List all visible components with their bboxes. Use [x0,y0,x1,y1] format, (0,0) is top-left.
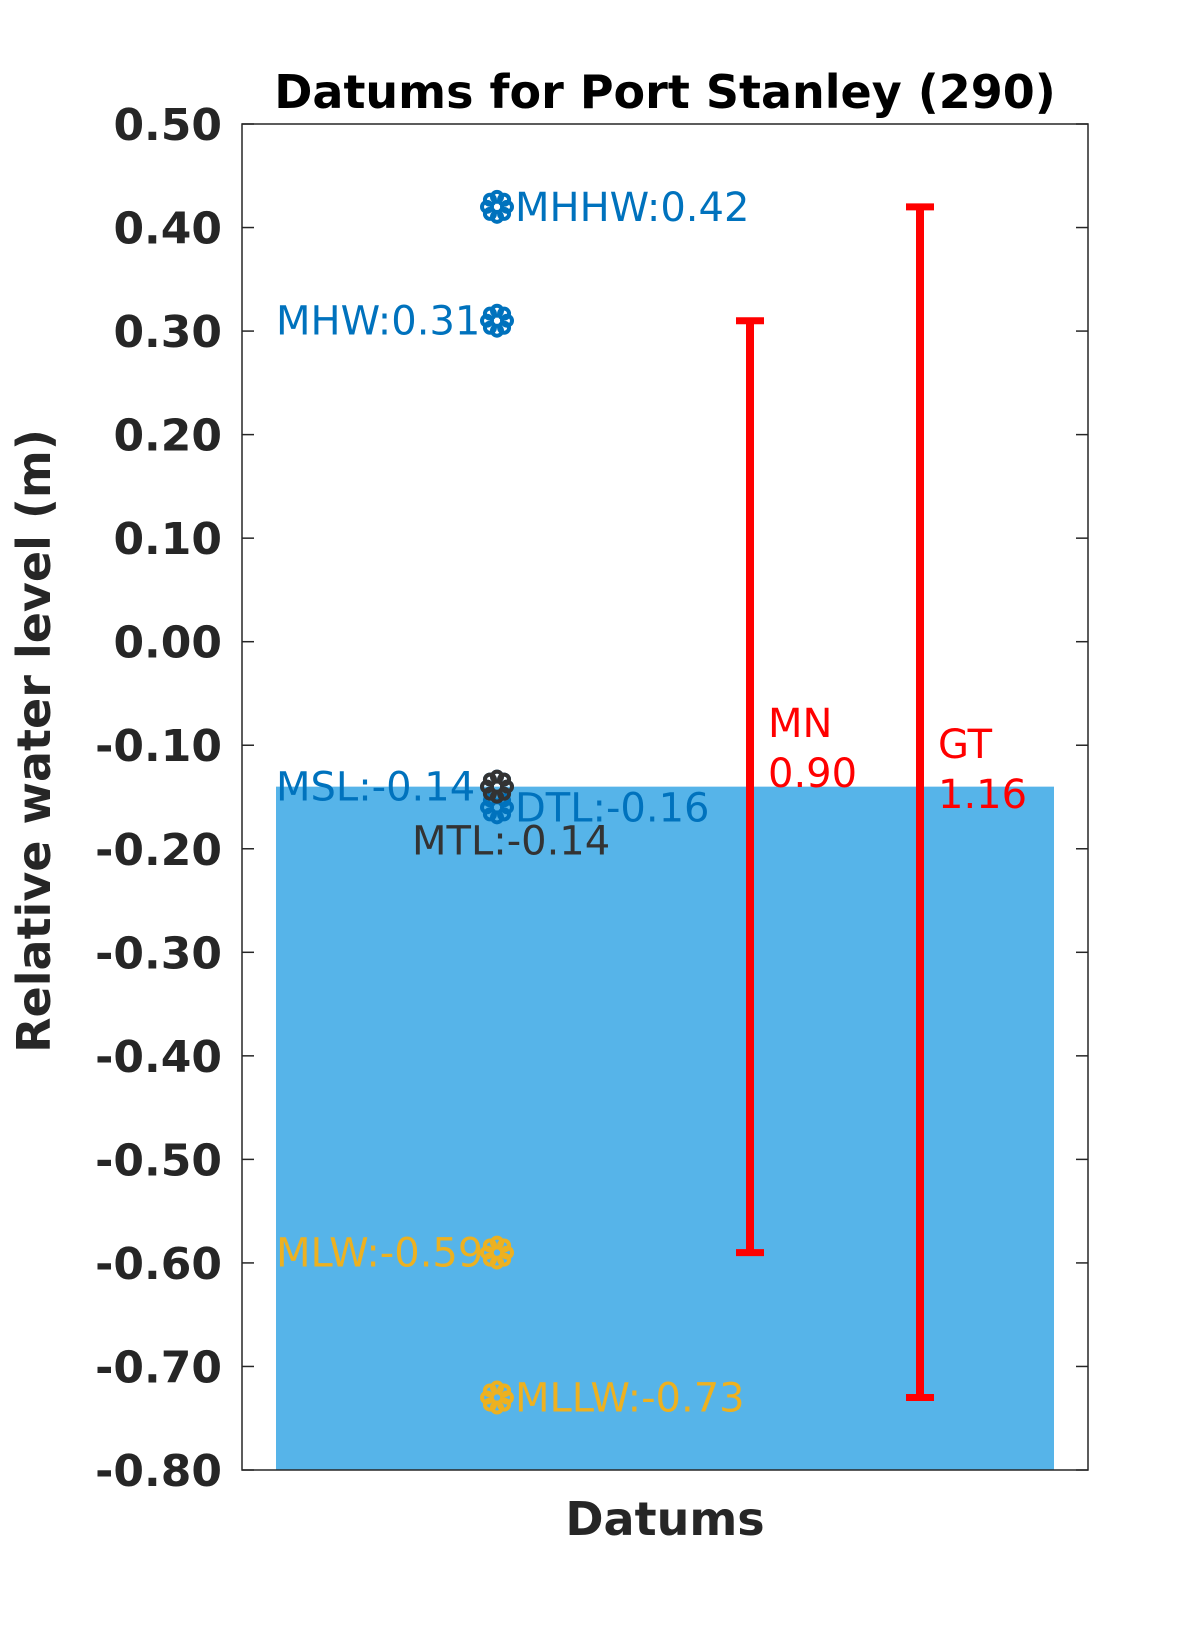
y-tick-label: 0.00 [113,618,222,669]
datum-label-mllw: MLLW:-0.73 [515,1376,745,1422]
y-tick-label: -0.50 [95,1135,222,1186]
datum-point-mlw [480,1235,514,1270]
y-tick-label: -0.60 [95,1239,222,1290]
datum-point-mhhw [480,189,514,224]
water-level-fill [276,786,1054,1470]
datum-label-msl: MSL:-0.14 [276,765,475,811]
y-tick-label: -0.30 [95,928,222,979]
datum-point-mllw [480,1380,514,1415]
y-tick-label: -0.70 [95,1342,222,1393]
datum-label-mlw: MLW:-0.59 [276,1231,483,1277]
datum-point-mtl [480,769,514,804]
range-value-label: 1.16 [938,772,1027,818]
chart-title: Datums for Port Stanley (290) [274,65,1056,119]
y-axis-label: Relative water level (m) [7,429,61,1053]
y-tick-label: 0.20 [113,411,222,462]
y-tick-label: 0.50 [113,100,222,151]
range-value-label: 0.90 [768,751,857,797]
datum-point-mhw [480,303,514,338]
datum-label-mtl: MTL:-0.14 [412,819,610,865]
x-axis-label: Datums [565,1492,764,1546]
plot-frame [241,123,1089,1471]
plot-area: 0.50 0.40 0.30 0.20 0.10 0.00 -0.10 -0.20 -0.30 -… [95,100,1089,1497]
y-tick-label: -0.40 [95,1032,222,1083]
datum-label-mhw: MHW:0.31 [276,299,480,345]
y-tick-label: 0.30 [113,307,222,358]
datum-label-dtl: DTL:-0.16 [515,785,710,831]
y-tick-label: -0.20 [95,825,222,876]
range-name-label: GT [938,722,993,768]
y-tick-label: -0.80 [95,1446,222,1497]
y-tick-label: -0.10 [95,721,222,772]
y-tick-label: 0.40 [113,204,222,255]
y-tick-label: 0.10 [113,514,222,565]
datum-label-mhhw: MHHW:0.42 [515,185,749,231]
range-name-label: MN [768,701,832,747]
